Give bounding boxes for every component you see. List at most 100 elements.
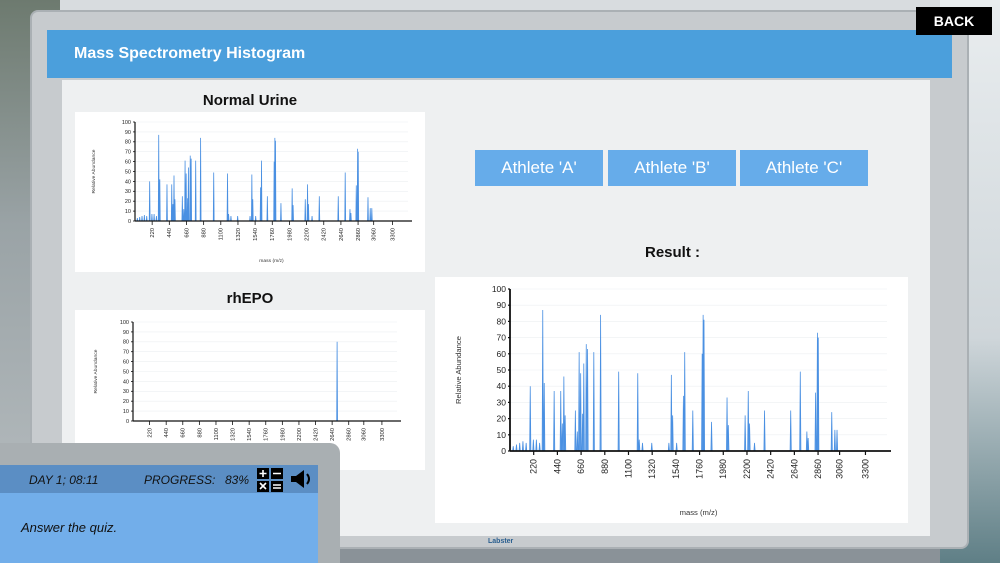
y-tick-label: 90 [125, 130, 131, 136]
x-tick-label: 2860 [356, 228, 362, 241]
x-tick-label: 1100 [219, 228, 225, 240]
rhepo-svg: 0 10 20 30 40 50 60 70 80 90 100 220 440 660 880 1100 13… [93, 320, 401, 441]
x-tick-label: 660 [184, 228, 190, 238]
progress-label: PROGRESS: [144, 473, 216, 487]
window-header: Mass Spectrometry Histogram [47, 30, 952, 78]
y-tick-label: 90 [497, 300, 507, 310]
x-tick-label: 880 [202, 228, 208, 238]
day-time: DAY 1; 08:11 [29, 473, 99, 487]
result-svg: 0 10 20 30 40 50 60 70 80 90 100 220 440 660 880 1100 13… [454, 284, 891, 517]
athlete-a-button[interactable]: Athlete 'A' [475, 150, 603, 186]
x-tick-label: 1320 [230, 428, 236, 441]
y-tick-label: 100 [492, 284, 506, 294]
y-tick-label: 10 [497, 430, 507, 440]
result-label: Result : [644, 244, 700, 261]
calculator-icon[interactable] [257, 468, 283, 492]
speaker-icon[interactable] [290, 469, 316, 489]
y-tick-label: 70 [123, 350, 129, 356]
y-tick-label: 20 [123, 399, 129, 405]
y-axis-label: Relative Abundance [454, 336, 463, 404]
y-tick-label: 80 [125, 140, 131, 146]
result-chart: 0 10 20 30 40 50 60 70 80 90 100 220 440 660 880 1100 13… [435, 277, 908, 523]
y-tick-label: 80 [123, 340, 129, 346]
x-tick-label: 2200 [742, 459, 752, 479]
hud-status-bar: DAY 1; 08:11 PROGRESS: 83% [0, 465, 318, 493]
y-tick-label: 10 [123, 409, 129, 415]
y-tick-label: 70 [125, 150, 131, 156]
x-tick-label: 220 [150, 228, 156, 238]
y-tick-label: 20 [125, 199, 131, 205]
athlete-c-button[interactable]: Athlete 'C' [740, 150, 868, 186]
x-tick-label: 220 [148, 428, 154, 438]
brand-label: Labster [488, 538, 514, 545]
y-axis-label: Relative Abundance [91, 149, 97, 193]
y-tick-label: 100 [122, 120, 131, 126]
y-tick-label: 40 [123, 379, 129, 385]
x-tick-label: 3300 [860, 459, 870, 479]
x-tick-label: 2200 [305, 228, 311, 241]
x-tick-label: 3300 [380, 428, 386, 441]
x-tick-label: 2200 [297, 428, 303, 441]
x-tick-label: 1100 [214, 428, 220, 440]
x-tick-label: 3060 [835, 459, 845, 479]
x-tick-label: 2420 [313, 428, 319, 441]
x-tick-label: 1100 [623, 459, 633, 478]
window-title: Mass Spectrometry Histogram [74, 45, 306, 62]
x-tick-label: 1320 [647, 459, 657, 479]
athlete-b-button[interactable]: Athlete 'B' [608, 150, 736, 186]
spectrum-series [135, 134, 408, 222]
x-tick-label: 880 [600, 459, 610, 474]
spectrum-series [510, 310, 887, 452]
y-tick-label: 60 [497, 349, 507, 359]
y-tick-label: 50 [497, 365, 507, 375]
x-tick-label: 1540 [253, 228, 259, 241]
y-tick-label: 30 [497, 397, 507, 407]
hud-panel: DAY 1; 08:11 PROGRESS: 83% Answer the qu… [0, 443, 340, 563]
y-tick-label: 100 [120, 320, 129, 326]
x-axis-label: mass (m/z) [259, 258, 284, 264]
x-tick-label: 1540 [671, 459, 681, 479]
back-button[interactable]: BACK [916, 7, 992, 35]
y-tick-label: 0 [128, 219, 131, 225]
x-tick-label: 220 [529, 459, 539, 474]
normal-urine-title: Normal Urine [202, 92, 298, 109]
normal-urine-svg: 0 10 20 30 40 50 60 70 80 90 100 220 440 660 880 1100 13… [91, 120, 412, 264]
y-axis-label: Relative Abundance [93, 349, 99, 393]
progress-value: 83% [225, 473, 250, 487]
y-tick-label: 20 [497, 414, 507, 424]
y-tick-label: 10 [125, 209, 131, 215]
background-scene [0, 0, 1000, 14]
x-tick-label: 2860 [347, 428, 353, 441]
x-tick-label: 440 [164, 428, 170, 438]
x-tick-label: 660 [181, 428, 187, 438]
y-tick-label: 40 [125, 179, 131, 185]
y-tick-label: 60 [125, 160, 131, 166]
x-tick-label: 880 [197, 428, 203, 438]
y-tick-label: 0 [126, 419, 129, 425]
x-tick-label: 2640 [330, 428, 336, 441]
x-axis-label: mass (m/z) [680, 508, 718, 517]
x-tick-label: 1980 [287, 228, 293, 241]
rhepo-title: rhEPO [226, 290, 274, 307]
x-tick-label: 1760 [264, 428, 270, 441]
hud-message: Answer the quiz. [21, 520, 118, 535]
hud-message-area: Answer the quiz. [0, 493, 318, 563]
x-tick-label: 3300 [390, 228, 396, 241]
x-tick-label: 2420 [322, 228, 328, 241]
y-tick-label: 60 [123, 360, 129, 366]
x-tick-label: 1320 [236, 228, 242, 241]
y-tick-label: 90 [123, 330, 129, 336]
x-tick-label: 3060 [362, 428, 368, 441]
normal-urine-chart: 0 10 20 30 40 50 60 70 80 90 100 220 440 660 880 1100 13… [75, 112, 425, 272]
x-tick-label: 2640 [339, 228, 345, 241]
x-tick-label: 440 [552, 459, 562, 474]
y-tick-label: 30 [125, 189, 131, 195]
y-tick-label: 70 [497, 333, 507, 343]
x-tick-label: 660 [576, 459, 586, 474]
y-tick-label: 50 [123, 369, 129, 375]
y-tick-label: 80 [497, 316, 507, 326]
x-tick-label: 440 [167, 228, 173, 238]
x-tick-label: 1980 [280, 428, 286, 441]
x-tick-label: 1540 [247, 428, 253, 441]
x-tick-label: 3060 [372, 228, 378, 241]
